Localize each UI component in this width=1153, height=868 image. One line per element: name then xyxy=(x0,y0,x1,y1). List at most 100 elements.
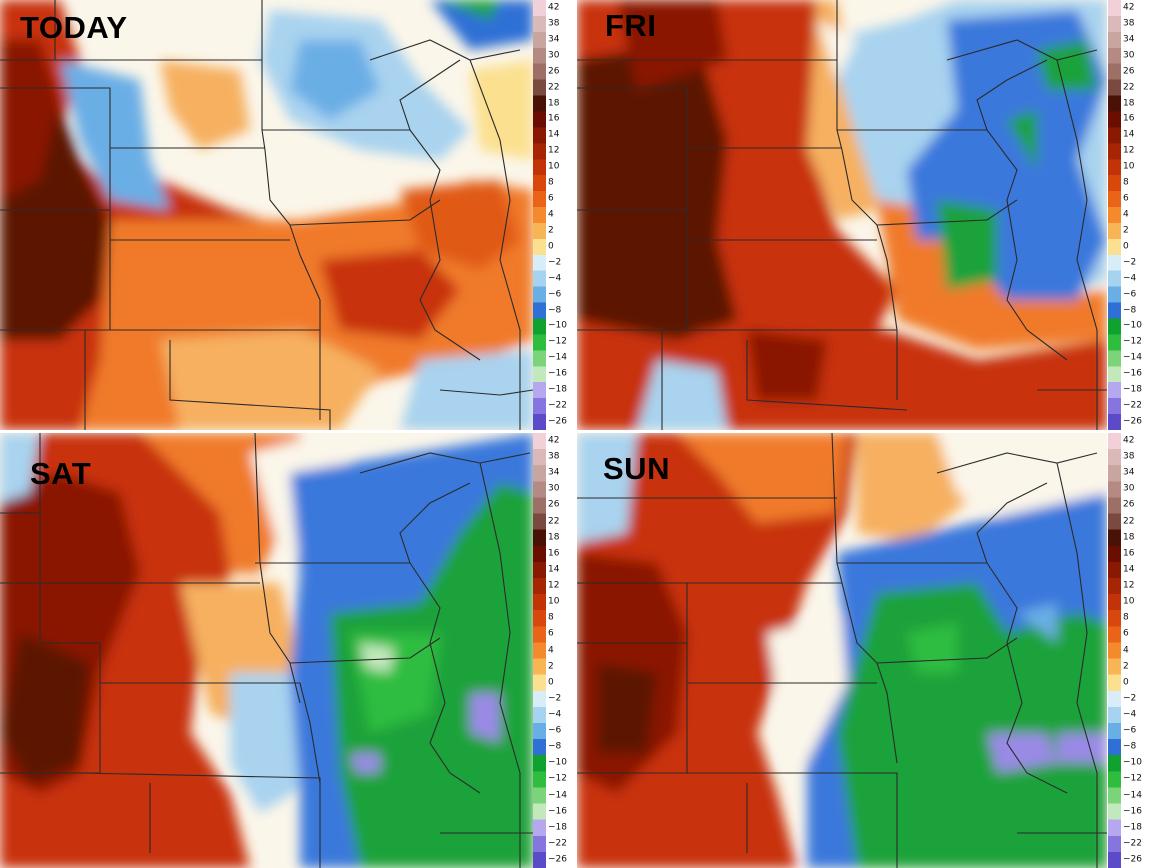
legend-tick-label: 8 xyxy=(548,177,554,188)
legend-tick-label: 0 xyxy=(1123,241,1129,252)
legend-tick-label: −16 xyxy=(1123,806,1142,817)
legend-tick-label: 18 xyxy=(1123,98,1135,109)
legend-tick-label: 38 xyxy=(548,451,560,462)
legend-tick-label: −12 xyxy=(548,336,567,347)
legend-tick-label: −22 xyxy=(548,400,567,411)
legend-tick-label: 30 xyxy=(548,483,560,494)
legend-tick-label: 8 xyxy=(548,612,554,623)
panel-label-sat: SAT xyxy=(30,456,92,491)
map-fri xyxy=(577,0,1107,430)
legend-tick-label: −22 xyxy=(1123,838,1142,849)
legend-tick-label: −10 xyxy=(1123,757,1142,768)
legend-tick-label: −6 xyxy=(548,725,562,736)
legend-tick-label: −6 xyxy=(548,289,562,300)
legend-tick-label: −6 xyxy=(1123,725,1137,736)
legend-tick-label: 42 xyxy=(548,435,560,446)
panel-sun: SUN xyxy=(577,433,1107,868)
legend-tick-label: −4 xyxy=(548,273,562,284)
legend-tick-label: −2 xyxy=(1123,257,1137,268)
legend-tick-label: 26 xyxy=(548,499,560,510)
legend-tick-label: −10 xyxy=(548,320,567,331)
legend-tick-label: −22 xyxy=(548,838,567,849)
legend-tick-label: 2 xyxy=(548,661,554,672)
legend-tick-label: 42 xyxy=(1123,2,1135,13)
legend-tick-label: 2 xyxy=(548,225,554,236)
legend-tick-label: −14 xyxy=(548,352,567,363)
legend-tick-label: 26 xyxy=(1123,66,1135,77)
legend-tick-label: −14 xyxy=(1123,352,1142,363)
legend-tick-label: 34 xyxy=(1123,34,1135,45)
legend-tick-label: 16 xyxy=(548,113,560,124)
legend-ticks: 42 38 34 30 26 22 18 16 14 12 10 8 6 4 2 0 −2 −4 −6 −8 −10 −1… xyxy=(548,433,578,868)
legend-tick-label: −26 xyxy=(548,416,567,427)
legend-tick-label: 4 xyxy=(548,209,554,220)
panel-sat: SAT xyxy=(0,433,533,868)
legend-tick-label: −26 xyxy=(1123,416,1142,427)
legend-tick-label: −14 xyxy=(548,790,567,800)
legend-tick-label: −4 xyxy=(1123,273,1137,284)
legend-tick-label: 30 xyxy=(1123,50,1135,61)
legend-tick-label: 30 xyxy=(1123,483,1135,494)
legend-tick-label: 16 xyxy=(548,548,560,559)
legend-tick-label: 22 xyxy=(1123,516,1135,527)
legend-tick-label: 12 xyxy=(1123,580,1135,591)
legend-tick-label: 34 xyxy=(548,467,560,478)
legend-tick-label: 22 xyxy=(548,516,560,527)
legend-tick-label: −26 xyxy=(548,854,567,865)
legend-tick-label: 38 xyxy=(1123,451,1135,462)
legend-tick-label: 4 xyxy=(1123,645,1129,655)
legend-tick-label: −8 xyxy=(548,741,562,752)
legend-colorbar xyxy=(1108,433,1121,868)
legend-tick-label: −18 xyxy=(548,384,567,395)
legend-tick-label: 14 xyxy=(548,564,560,575)
legend-tick-label: 12 xyxy=(548,145,560,156)
legend-tick-label: −12 xyxy=(548,773,567,784)
legend-tick-label: 38 xyxy=(548,18,560,29)
legend-tick-label: −18 xyxy=(1123,822,1142,833)
legend-tick-label: −8 xyxy=(548,305,562,316)
legend-tick-label: 26 xyxy=(1123,499,1135,510)
legend-tick-label: −12 xyxy=(1123,336,1142,347)
legend-tick-label: 34 xyxy=(1123,467,1135,478)
legend-sat: 42 38 34 30 26 22 18 16 14 12 10 8 6 4 2 0 −2 −4 −6 −8 −10 −1… xyxy=(533,433,573,868)
legend-tick-label: −2 xyxy=(548,693,562,704)
legend-tick-label: 38 xyxy=(1123,18,1135,29)
legend-tick-label: 34 xyxy=(548,34,560,45)
legend-tick-label: 16 xyxy=(1123,113,1135,124)
legend-ticks: 42 38 34 30 26 22 18 16 14 12 10 8 6 4 2 0 −2 −4 −6 −8 −10 −1… xyxy=(1123,433,1153,868)
legend-tick-label: −8 xyxy=(1123,741,1137,752)
legend-tick-label: 14 xyxy=(1123,564,1135,575)
legend-tick-label: −8 xyxy=(1123,305,1137,316)
legend-tick-label: 22 xyxy=(1123,82,1135,93)
legend-tick-label: 0 xyxy=(1123,677,1129,688)
legend-tick-label: 4 xyxy=(1123,209,1129,220)
legend-tick-label: 2 xyxy=(1123,661,1129,672)
legend-tick-label: 30 xyxy=(548,50,560,61)
legend-colorbar xyxy=(533,433,546,868)
legend-tick-label: 12 xyxy=(548,580,560,591)
horizontal-divider xyxy=(0,430,1153,433)
legend-tick-label: 2 xyxy=(1123,225,1129,236)
legend-tick-label: −2 xyxy=(1123,693,1137,704)
legend-tick-label: 0 xyxy=(548,677,554,688)
legend-sun: 42 38 34 30 26 22 18 16 14 12 10 8 6 4 2 0 −2 −4 −6 −8 −10 −1… xyxy=(1108,433,1153,868)
panel-today: TODAY xyxy=(0,0,533,430)
legend-fri: 42 38 34 30 26 22 18 16 14 12 10 8 6 4 2 0 −2 −4 −6 −8 −10 −1… xyxy=(1108,0,1153,430)
legend-tick-label: 6 xyxy=(548,193,554,204)
legend-tick-label: 14 xyxy=(548,129,560,140)
legend-colorbar xyxy=(1108,0,1121,430)
legend-tick-label: −14 xyxy=(1123,790,1142,800)
panel-label-sun: SUN xyxy=(603,451,670,486)
legend-tick-label: 16 xyxy=(1123,548,1135,559)
legend-tick-label: 18 xyxy=(548,98,560,109)
legend-tick-label: 42 xyxy=(548,2,560,13)
legend-tick-label: 8 xyxy=(1123,177,1129,188)
legend-tick-label: 14 xyxy=(1123,129,1135,140)
map-sun xyxy=(577,433,1107,868)
panel-fri: FRI xyxy=(577,0,1107,430)
legend-tick-label: 6 xyxy=(1123,193,1129,204)
legend-tick-label: −18 xyxy=(1123,384,1142,395)
legend-tick-label: −6 xyxy=(1123,289,1137,300)
legend-tick-label: 18 xyxy=(548,532,560,543)
